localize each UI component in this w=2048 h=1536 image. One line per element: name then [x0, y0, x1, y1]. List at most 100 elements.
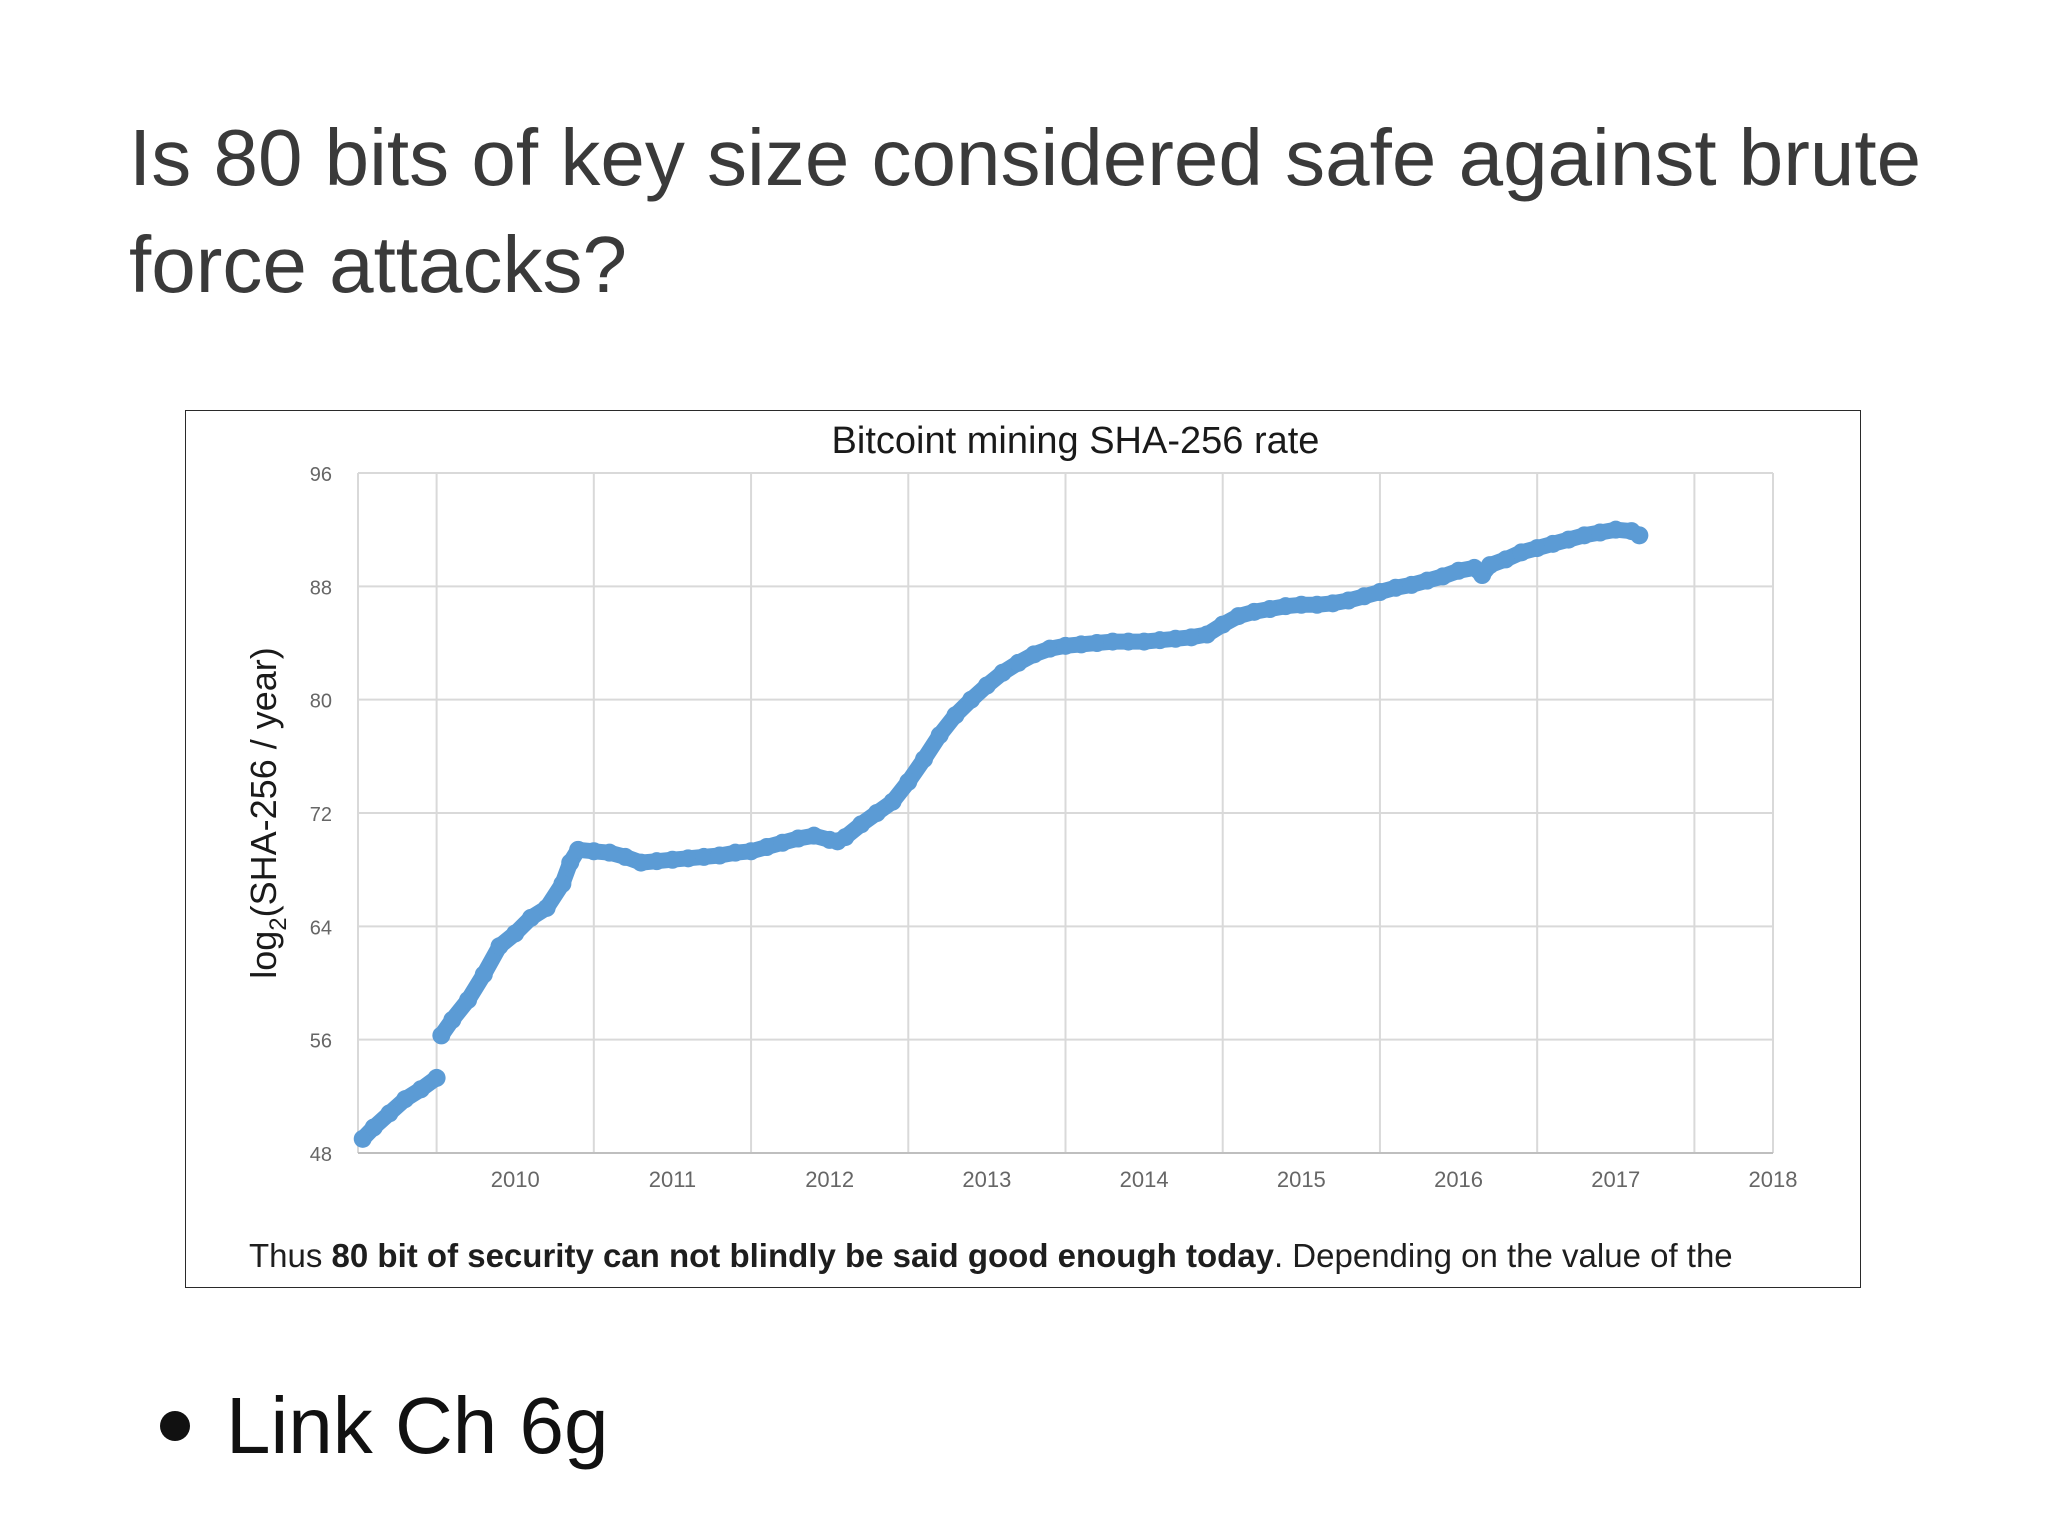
- data-point: [710, 846, 729, 865]
- y-tick-label: 72: [310, 804, 332, 826]
- bullet-dot-icon: [160, 1411, 190, 1441]
- bullet-item-link[interactable]: Link Ch 6g: [160, 1380, 608, 1472]
- data-point: [1119, 632, 1138, 651]
- data-point: [1418, 571, 1437, 590]
- y-axis-label-subscript: 2: [265, 917, 292, 930]
- bullet-list: Link Ch 6g: [160, 1380, 608, 1472]
- data-point: [521, 908, 540, 927]
- y-axis-label: log2(SHA-256 / year): [243, 647, 292, 979]
- caption-suffix: . Depending on the value of the: [1273, 1237, 1733, 1274]
- data-point: [1245, 602, 1264, 621]
- data-point: [1025, 645, 1044, 664]
- y-axis-label-rest: (SHA-256 / year): [243, 647, 284, 917]
- x-tick-label: 2017: [1591, 1167, 1640, 1192]
- data-point: [663, 850, 682, 869]
- data-point: [1543, 534, 1562, 553]
- data-point: [411, 1080, 430, 1099]
- data-point: [694, 847, 713, 866]
- data-point: [883, 792, 902, 811]
- y-tick-label: 96: [310, 464, 332, 486]
- data-point: [1323, 594, 1342, 613]
- data-point: [632, 853, 650, 872]
- data-point: [506, 924, 525, 943]
- data-point: [1512, 543, 1531, 562]
- x-tick-label: 2010: [491, 1167, 540, 1192]
- data-point: [1370, 583, 1389, 601]
- data-point: [1339, 591, 1358, 610]
- data-point: [1308, 595, 1327, 614]
- caption-prefix: Thus: [249, 1237, 332, 1274]
- data-point: [647, 852, 666, 871]
- data-point: [1402, 575, 1421, 594]
- data-point: [1072, 635, 1091, 654]
- data-point: [1009, 653, 1028, 672]
- data-point: [679, 849, 698, 868]
- data-point: [432, 1026, 451, 1045]
- link-ch-6g[interactable]: Link Ch 6g: [226, 1381, 609, 1470]
- data-point: [1135, 632, 1154, 651]
- data-point: [946, 706, 965, 725]
- y-axis-label-log: log: [243, 931, 284, 979]
- data-point: [1198, 625, 1216, 644]
- data-point: [1260, 600, 1279, 618]
- data-point: [993, 663, 1012, 682]
- caption-bold-text: 80 bit of security can not blindly be sa…: [331, 1237, 1274, 1274]
- data-point: [1040, 639, 1059, 658]
- data-point: [1575, 526, 1594, 545]
- y-tick-label: 80: [310, 691, 332, 713]
- data-point: [1103, 632, 1122, 651]
- data-point: [1182, 628, 1201, 647]
- x-tick-label: 2013: [962, 1167, 1011, 1192]
- data-point: [537, 898, 556, 917]
- data-point: [1606, 520, 1625, 539]
- data-point: [1559, 530, 1578, 549]
- data-point: [962, 690, 981, 709]
- data-point: [1355, 587, 1374, 606]
- data-point: [1213, 615, 1232, 634]
- data-point: [1496, 550, 1515, 569]
- data-point: [726, 843, 745, 862]
- data-point: [1449, 561, 1468, 580]
- data-point: [380, 1104, 399, 1123]
- data-point: [1528, 539, 1547, 558]
- figure-caption: Thus 80 bit of security can not blindly …: [249, 1237, 1733, 1275]
- data-point: [1166, 629, 1185, 648]
- x-tick-label: 2018: [1749, 1167, 1798, 1192]
- chart-title: Bitcoint mining SHA-256 rate: [832, 420, 1320, 462]
- data-point: [804, 826, 823, 845]
- data-point: [459, 991, 478, 1009]
- x-tick-label: 2011: [649, 1167, 696, 1192]
- data-point: [616, 847, 635, 866]
- data-point: [977, 676, 996, 695]
- data-point: [1433, 567, 1452, 586]
- x-tick-label: 2016: [1434, 1167, 1483, 1192]
- data-point: [836, 828, 855, 847]
- data-point: [930, 726, 949, 745]
- data-point: [1276, 597, 1295, 616]
- data-point: [773, 833, 792, 852]
- y-tick-label: 88: [310, 577, 332, 599]
- y-tick-label: 64: [310, 917, 332, 939]
- series-line: [433, 521, 1648, 1044]
- data-point: [569, 840, 588, 859]
- data-point: [490, 937, 509, 956]
- data-point: [1591, 523, 1610, 542]
- data-point: [1292, 595, 1311, 614]
- data-point: [915, 750, 933, 769]
- data-point: [427, 1068, 446, 1087]
- data-point: [1150, 631, 1169, 650]
- data-point: [600, 843, 619, 862]
- chart-canvas: 48 56 64 72 80 88 96 2010 2011 2012 2013 2014 2015 20…: [243, 420, 1798, 1192]
- data-point: [867, 804, 886, 822]
- data-point: [474, 965, 493, 984]
- x-tick-label: 2014: [1120, 1167, 1169, 1192]
- chart-figure: 48 56 64 72 80 88 96 2010 2011 2012 2013 2014 2015 20…: [185, 410, 1861, 1288]
- data-point: [742, 842, 761, 861]
- y-tick-label: 48: [310, 1144, 332, 1166]
- data-point: [852, 815, 871, 834]
- x-tick-label: 2012: [805, 1167, 854, 1192]
- data-point: [1386, 578, 1405, 597]
- data-point: [757, 838, 776, 856]
- data-point: [899, 772, 918, 791]
